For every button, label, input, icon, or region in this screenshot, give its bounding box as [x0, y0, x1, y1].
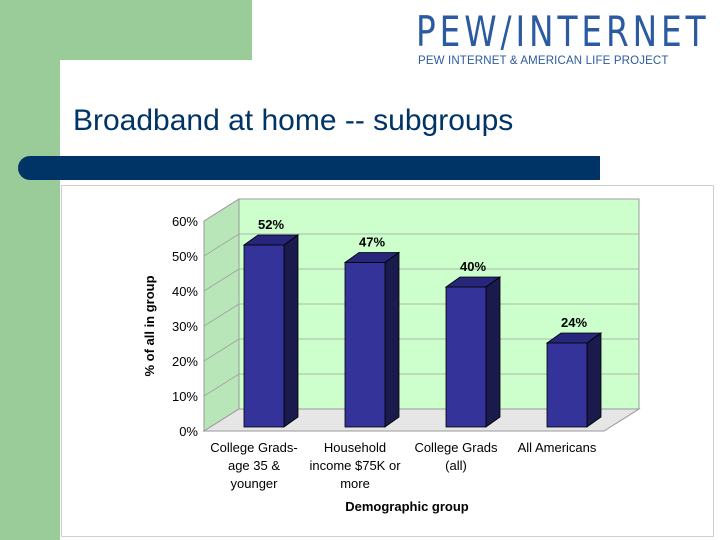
x-axis-label: Demographic group	[345, 499, 469, 514]
y-axis-label: % of all in group	[142, 275, 157, 376]
gridline-side	[203, 233, 240, 257]
gridline-side	[203, 268, 240, 292]
bar-side	[384, 251, 400, 428]
bar-side	[586, 332, 602, 428]
title-underline-bar	[18, 156, 600, 180]
y-tick-label: 60%	[172, 214, 198, 229]
decorative-green-block	[0, 0, 252, 60]
x-tick-label: income $75K or	[309, 458, 401, 473]
gridline-side	[203, 338, 240, 362]
logo-wordmark: PEW/INTERNET	[416, 7, 710, 56]
x-tick-label: younger	[231, 476, 279, 491]
logo-tagline: PEW INTERNET & AMERICAN LIFE PROJECT	[418, 55, 669, 67]
gridline-side	[203, 373, 240, 397]
y-tick-label: 30%	[172, 319, 198, 334]
bar-side	[485, 276, 501, 428]
x-tick-label: College Grads	[414, 440, 498, 455]
bar	[546, 342, 588, 428]
x-tick-label: College Grads-	[210, 440, 297, 455]
data-label: 24%	[561, 315, 587, 330]
data-label: 40%	[460, 259, 486, 274]
bar	[445, 286, 487, 428]
gridline-side	[203, 198, 240, 222]
chart-frame: 0% 10% 20% 30% 40% 50% 60% % of all in group 52%…	[61, 185, 714, 537]
y-tick-label: 50%	[172, 249, 198, 264]
gridline-side	[203, 303, 240, 327]
x-tick-label: (all)	[445, 458, 467, 473]
x-tick-label: more	[340, 476, 370, 491]
decorative-green-sidebar	[0, 60, 60, 540]
bar-side	[283, 234, 299, 428]
bar	[344, 262, 386, 428]
y-tick-label: 20%	[172, 354, 198, 369]
x-tick-label: age 35 &	[228, 458, 280, 473]
plot-floor	[202, 408, 641, 432]
x-tick-label: Household	[324, 440, 386, 455]
data-label: 52%	[258, 217, 284, 232]
y-tick-label: 10%	[172, 389, 198, 404]
data-label: 47%	[359, 235, 385, 250]
pew-internet-logo: PEW/INTERNET PEW INTERNET & AMERICAN LIF…	[416, 7, 710, 70]
bar-chart: 0% 10% 20% 30% 40% 50% 60% % of all in group 52%…	[142, 198, 641, 514]
slide-title: Broadband at home -- subgroups	[73, 104, 514, 137]
x-tick-label: All Americans	[518, 440, 597, 455]
y-tick-label: 0%	[179, 424, 198, 439]
y-tick-label: 40%	[172, 284, 198, 299]
bar	[243, 244, 285, 428]
